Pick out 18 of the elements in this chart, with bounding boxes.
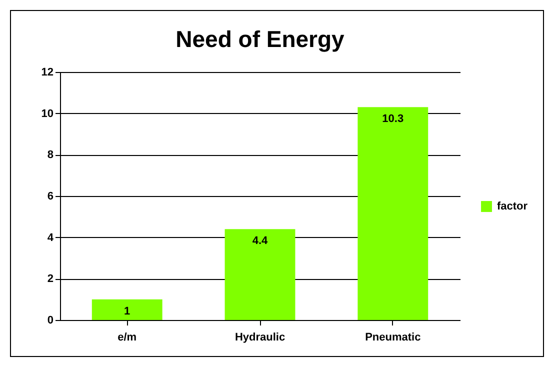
x-tick-label: e/m [118,332,137,344]
y-tick-label: 4 [47,232,54,244]
y-tick-label: 10 [41,108,54,120]
data-label: 10.3 [382,113,404,126]
bar [224,229,296,320]
x-tick-label: Pneumatic [365,332,421,344]
data-label: 1 [124,305,130,318]
x-tick-label: Hydraulic [234,332,286,344]
y-tick-label: 8 [47,149,54,162]
bar [92,299,162,320]
y-tick-label: 0 [47,314,54,326]
bar [358,107,428,320]
chart-title: Need of Energy [176,26,345,52]
data-label: 4.4 [252,235,269,248]
y-tick-label: 6 [47,190,54,202]
y-tick-label: 2 [47,273,54,286]
legend-label: factor [497,200,528,212]
y-tick-label: 12 [41,66,54,78]
